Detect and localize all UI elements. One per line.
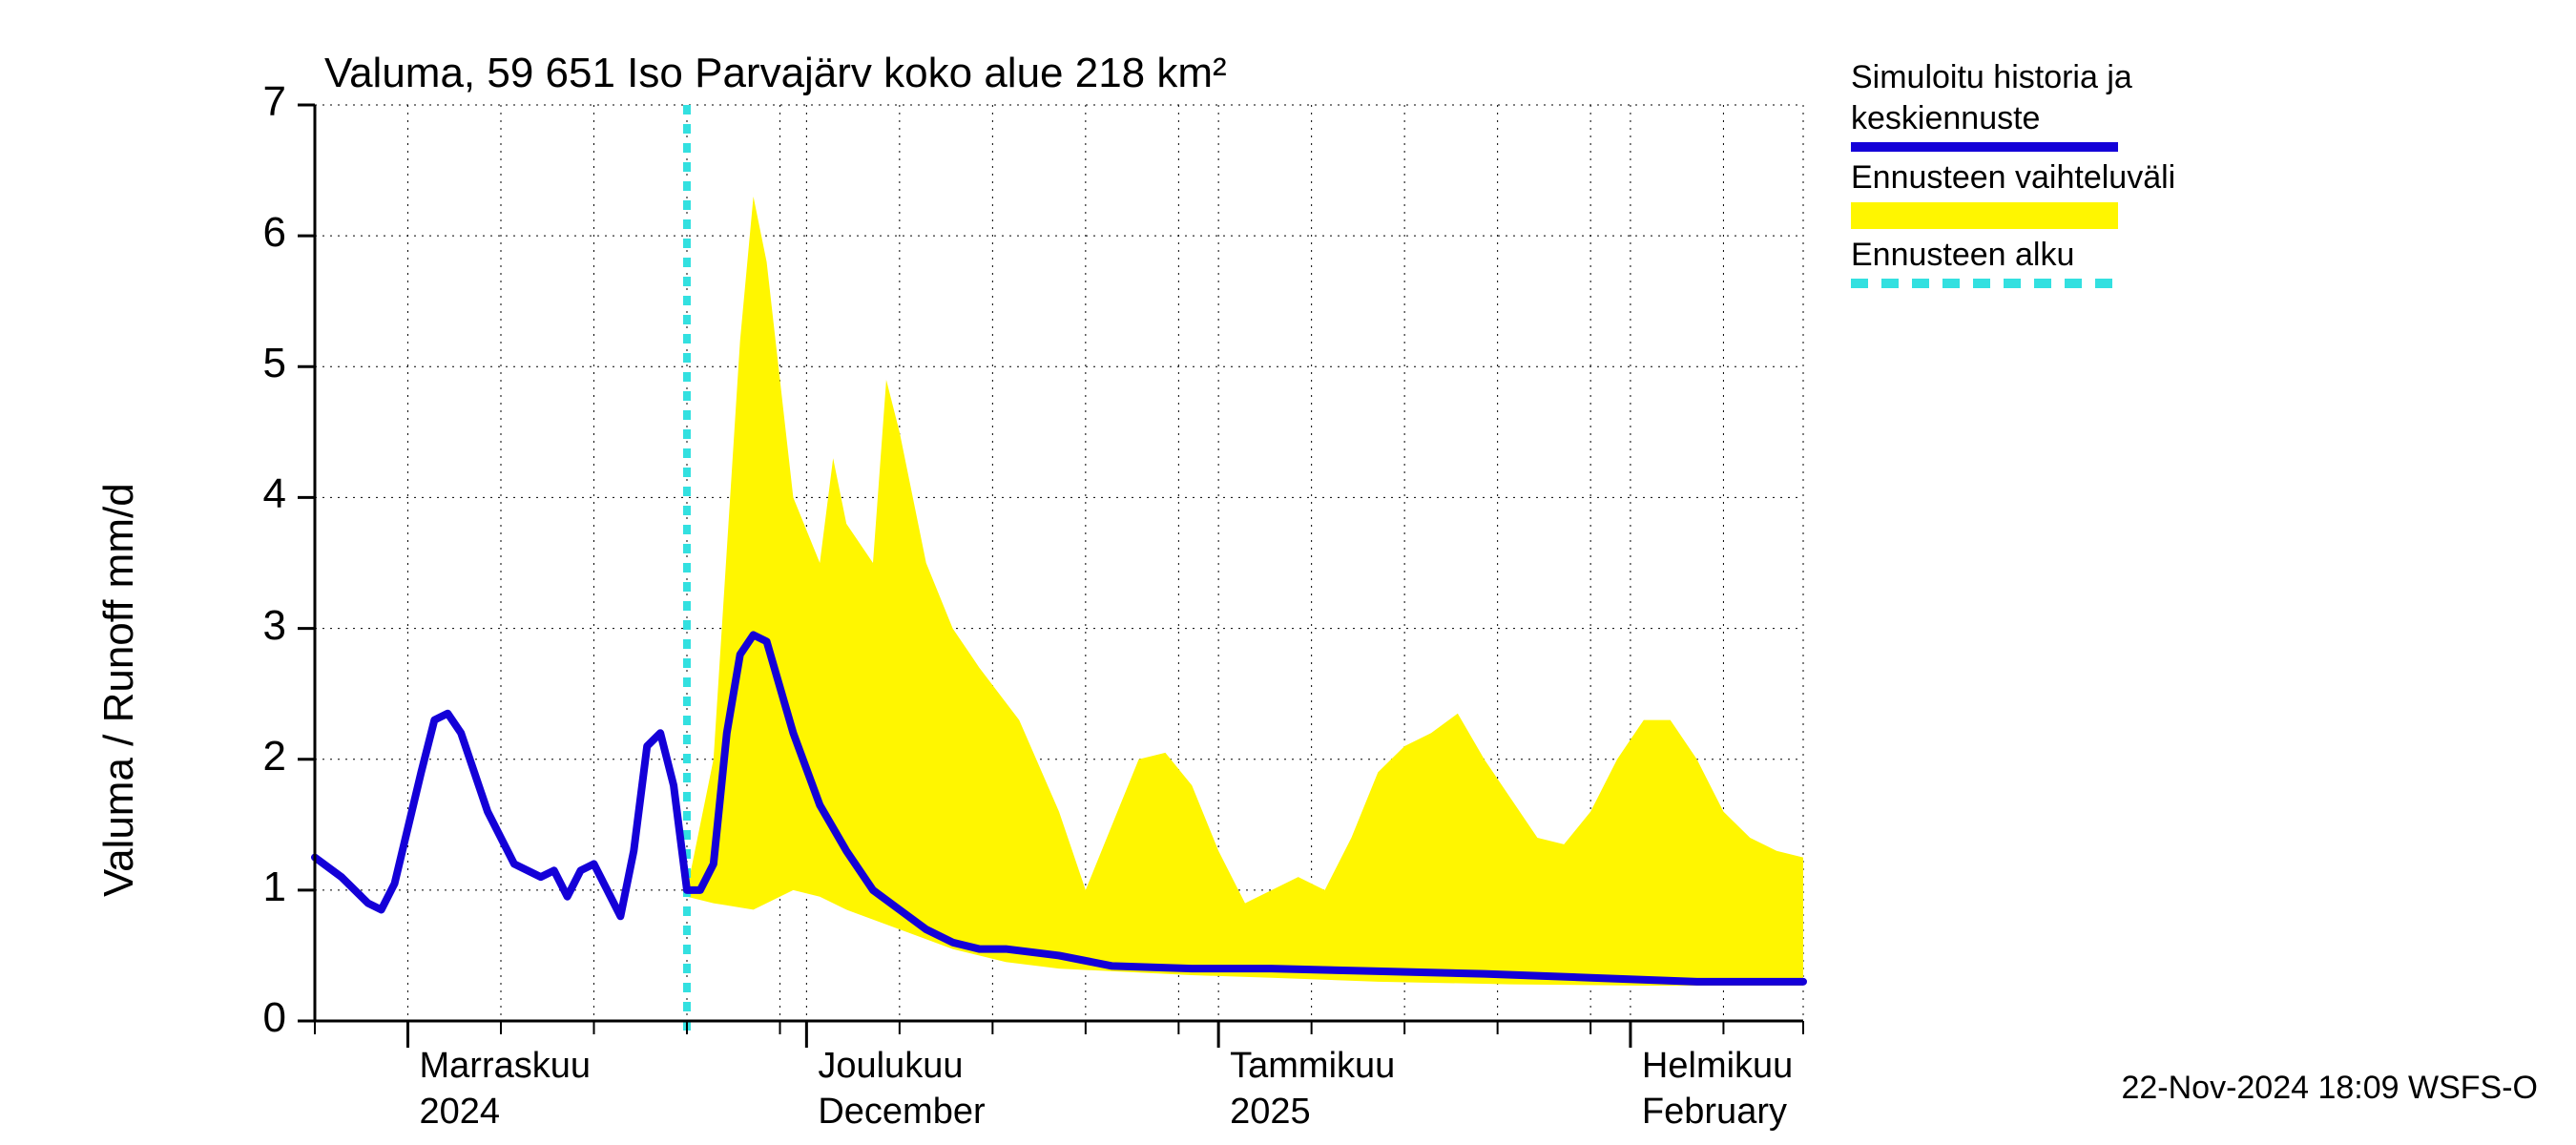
- chart-title: Valuma, 59 651 Iso Parvajärv koko alue 2…: [324, 50, 1227, 97]
- runoff-chart: [0, 0, 2576, 1145]
- chart-footer: 22-Nov-2024 18:09 WSFS-O: [2121, 1070, 2538, 1107]
- x-tick-label: HelmikuuFebruary: [1642, 1044, 1793, 1135]
- legend-item: Ennusteen alku: [1851, 235, 2175, 289]
- legend-label: Ennusteen alku: [1851, 235, 2175, 276]
- y-axis-label: Valuma / Runoff mm/d: [95, 483, 143, 897]
- chart-legend: Simuloitu historia jakeskiennuste Ennuste…: [1851, 57, 2175, 294]
- legend-label: keskiennuste: [1851, 98, 2175, 139]
- y-tick-label: 3: [229, 602, 286, 650]
- legend-swatch: [1851, 142, 2118, 152]
- y-tick-label: 5: [229, 340, 286, 387]
- x-tick-label: JoulukuuDecember: [818, 1044, 985, 1135]
- x-tick-label: Marraskuu2024: [420, 1044, 592, 1135]
- legend-swatch: [1851, 279, 2118, 288]
- legend-swatch: [1851, 202, 2118, 229]
- y-tick-label: 0: [229, 994, 286, 1042]
- legend-label: Ennusteen vaihteluväli: [1851, 157, 2175, 198]
- y-tick-label: 1: [229, 864, 286, 911]
- x-tick-label: Tammikuu2025: [1230, 1044, 1395, 1135]
- chart-container: Valuma, 59 651 Iso Parvajärv koko alue 2…: [0, 0, 2576, 1145]
- y-tick-label: 6: [229, 209, 286, 257]
- legend-item: Simuloitu historia jakeskiennuste: [1851, 57, 2175, 152]
- y-tick-label: 7: [229, 78, 286, 126]
- y-tick-label: 2: [229, 733, 286, 781]
- y-tick-label: 4: [229, 470, 286, 518]
- legend-item: Ennusteen vaihteluväli: [1851, 157, 2175, 229]
- legend-label: Simuloitu historia ja: [1851, 57, 2175, 98]
